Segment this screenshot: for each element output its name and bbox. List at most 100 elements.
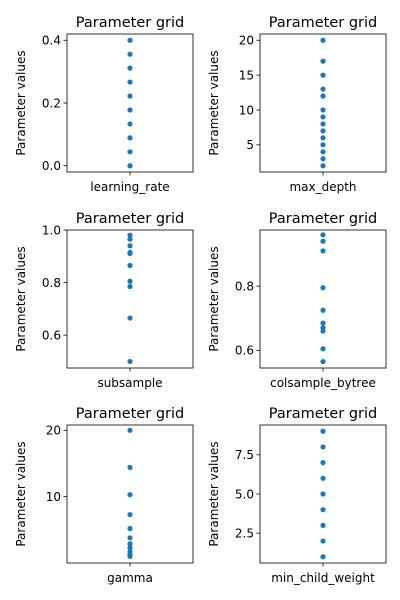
data-point <box>320 163 326 169</box>
plot-title: Parameter grid <box>76 211 184 227</box>
data-point <box>127 511 133 518</box>
data-point <box>320 444 326 450</box>
y-axis-label: Parameter values <box>14 441 28 546</box>
data-point <box>320 238 326 244</box>
y-tick-label: 0.8 <box>235 279 254 293</box>
plot-title: Parameter grid <box>269 15 377 31</box>
x-tick-label: colsample_bytree <box>270 376 376 390</box>
y-tick-label: 10 <box>239 103 254 117</box>
data-point <box>320 37 326 43</box>
data-point <box>127 79 133 85</box>
data-point <box>320 128 326 134</box>
data-point <box>320 135 326 141</box>
y-axis-label: Parameter values <box>207 246 221 351</box>
data-point <box>320 232 326 238</box>
x-tick-label: subsample <box>97 376 162 390</box>
data-point <box>127 278 133 284</box>
x-tick-label: min_child_weight <box>271 571 375 585</box>
y-tick-label: 1.0 <box>42 223 61 237</box>
data-point <box>127 358 133 365</box>
subplot-6: Parameter grid 2.5 5.0 7.5 min_child_weight P… <box>207 406 387 585</box>
data-point <box>320 475 326 481</box>
data-point <box>320 507 326 513</box>
data-point <box>320 460 326 466</box>
data-point <box>320 114 326 120</box>
plot-title: Parameter grid <box>269 211 377 227</box>
subplot-5: Parameter grid 10 20 gamma Parameter values <box>14 406 194 585</box>
data-point <box>127 545 133 551</box>
data-point <box>320 121 326 127</box>
data-point <box>320 538 326 544</box>
y-axis-label: Parameter values <box>14 50 28 155</box>
data-point <box>127 93 133 99</box>
data-point <box>127 236 133 242</box>
data-point <box>127 525 133 532</box>
data-point <box>127 427 133 433</box>
data-point <box>127 315 133 321</box>
data-point <box>320 491 326 497</box>
data-point <box>320 149 326 155</box>
plot-title: Parameter grid <box>76 406 184 422</box>
data-point <box>127 163 133 169</box>
data-point <box>127 283 133 290</box>
y-tick-label: 0.6 <box>42 328 61 342</box>
plot-title: Parameter grid <box>76 15 184 31</box>
data-point <box>127 464 133 471</box>
data-point <box>127 541 133 547</box>
data-point <box>127 243 133 249</box>
data-point <box>127 232 133 238</box>
y-tick-label: 5.0 <box>235 487 254 501</box>
subplot-2: Parameter grid 5 10 15 20 max_depth Parameter … <box>207 15 387 194</box>
data-point <box>320 320 326 326</box>
y-tick-label: 0.0 <box>42 159 61 173</box>
data-point <box>127 107 133 113</box>
y-tick-label: 20 <box>46 424 61 438</box>
data-point <box>127 249 133 255</box>
x-tick-label: gamma <box>107 571 153 585</box>
data-point <box>320 93 326 99</box>
data-point <box>320 285 326 291</box>
data-point <box>320 58 326 64</box>
data-point <box>127 37 133 43</box>
data-point <box>320 107 326 113</box>
y-tick-label: 20 <box>239 34 254 48</box>
data-point <box>320 307 326 313</box>
subplot-1: Parameter grid 0.0 0.2 0.4 learning_rate Para… <box>14 15 194 194</box>
y-tick-label: 10 <box>46 490 61 504</box>
y-axis-label: Parameter values <box>207 50 221 155</box>
data-point <box>320 346 326 352</box>
data-point <box>320 325 326 331</box>
y-axis-label: Parameter values <box>207 441 221 546</box>
y-tick-label: 0.2 <box>42 96 61 110</box>
data-point <box>127 51 133 57</box>
y-axis-label: Parameter values <box>14 246 28 351</box>
y-tick-label: 0.6 <box>235 344 254 358</box>
data-point <box>320 358 326 365</box>
y-tick-label: 5 <box>246 138 254 152</box>
subplot-3: Parameter grid 0.6 0.8 1.0 subsample Paramete… <box>14 211 194 390</box>
x-tick-label: max_depth <box>289 180 356 194</box>
data-point <box>320 86 326 92</box>
x-tick-label: learning_rate <box>90 180 169 194</box>
data-point <box>320 156 326 162</box>
plot-title: Parameter grid <box>269 406 377 422</box>
data-point <box>320 522 326 528</box>
data-point <box>320 428 326 434</box>
data-point <box>320 248 326 254</box>
y-tick-label: 15 <box>239 68 254 82</box>
data-point <box>127 262 133 269</box>
data-point <box>127 121 133 127</box>
y-tick-label: 7.5 <box>235 448 254 462</box>
y-tick-label: 0.4 <box>42 34 61 48</box>
data-point <box>127 135 133 141</box>
data-point <box>127 535 133 541</box>
data-point <box>127 549 133 555</box>
y-tick-label: 0.8 <box>42 276 61 290</box>
data-point <box>127 65 133 71</box>
data-point <box>127 492 133 498</box>
data-point <box>320 142 326 148</box>
y-tick-label: 2.5 <box>235 527 254 541</box>
data-point <box>320 554 326 560</box>
data-point <box>127 149 133 155</box>
